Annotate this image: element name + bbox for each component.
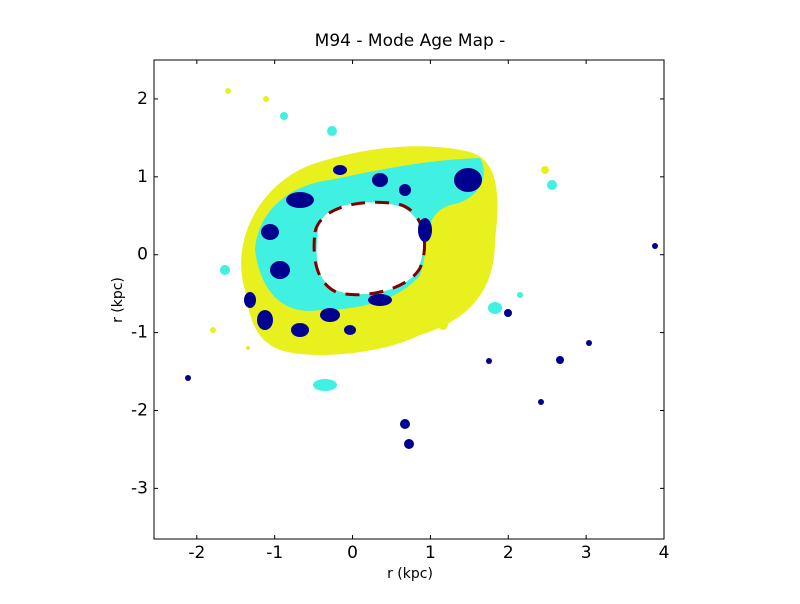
x-tick-label: 1 [425,543,436,563]
age-map-image [185,88,658,449]
x-tick-label: 2 [503,543,514,563]
y-tick-label: -2 [131,400,148,420]
chart-title: M94 - Mode Age Map - [315,31,506,51]
x-tick-label: 0 [347,543,358,563]
cyan-blobs [220,112,557,391]
x-axis-label: r (kpc) [387,566,433,582]
x-tick-label: -1 [266,543,283,563]
yellow-blobs [210,88,549,350]
x-tick-label: 4 [659,543,670,563]
inner-edge [312,200,427,297]
x-tick-label: 3 [581,543,592,563]
dark-blobs [185,165,658,449]
y-tick-label: -3 [131,478,148,498]
y-tick-label: 1 [137,167,148,187]
y-tick-label: 2 [137,89,148,109]
plot-frame [153,59,665,540]
y-tick-label: 0 [137,245,148,265]
y-tick-label: -1 [131,323,148,343]
x-tick-label: -2 [188,543,205,563]
y-axis-label: r (kpc) [110,277,126,323]
